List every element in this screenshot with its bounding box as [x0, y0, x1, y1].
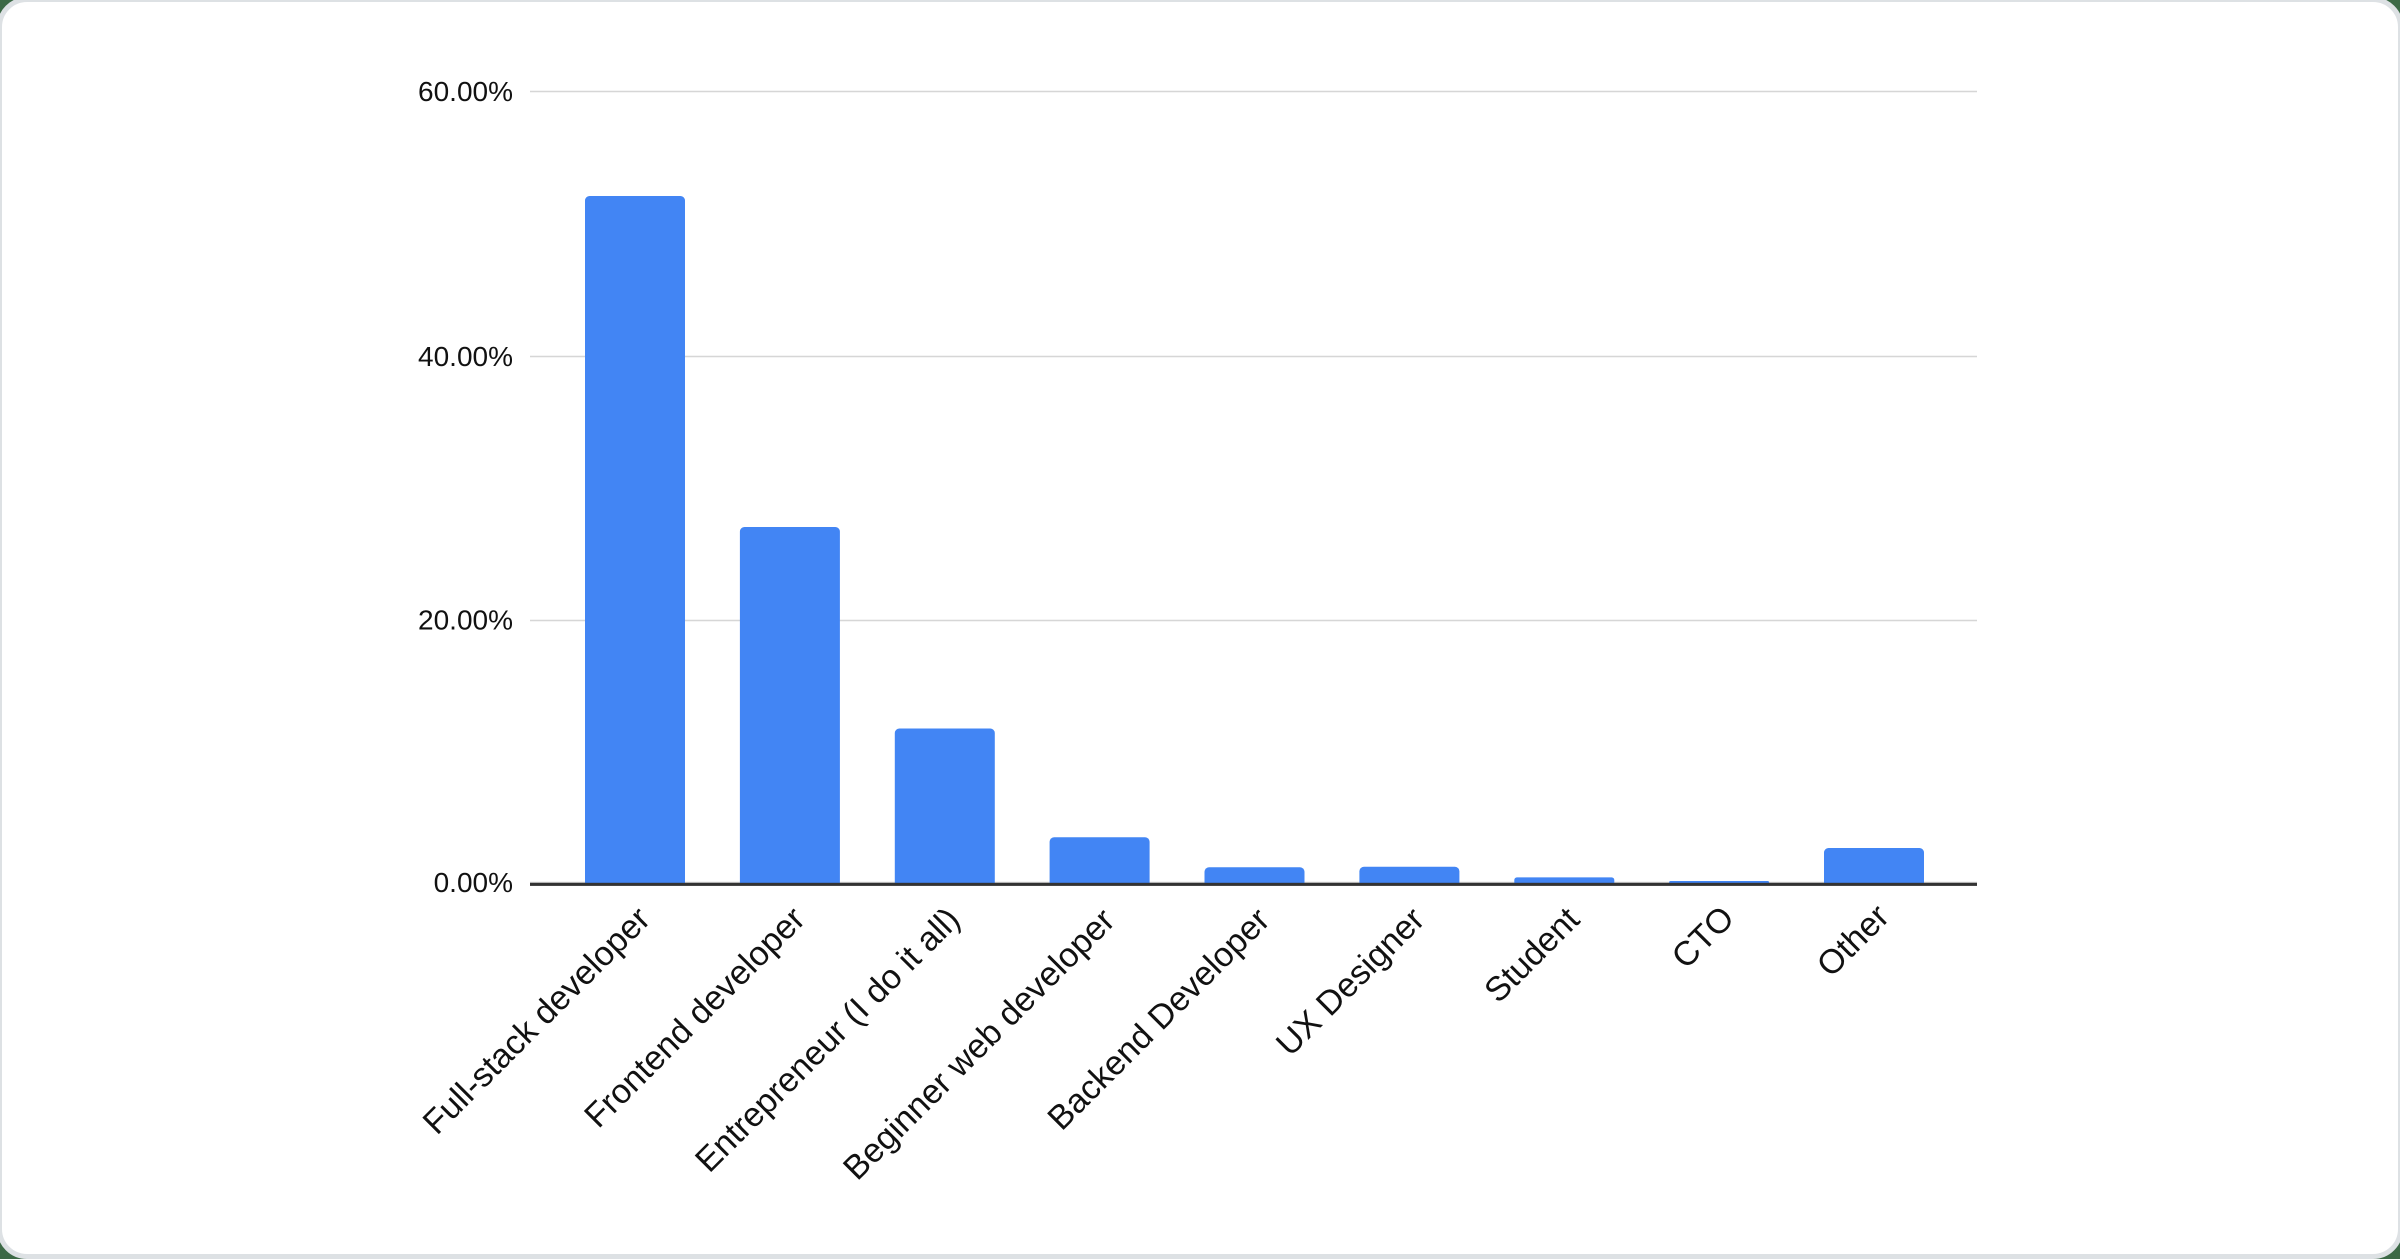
svg-text:40.00%: 40.00%	[418, 341, 513, 372]
svg-text:UX Designer: UX Designer	[1269, 900, 1432, 1063]
svg-text:60.00%: 60.00%	[418, 76, 513, 107]
svg-text:Beginner web developer: Beginner web developer	[836, 901, 1122, 1187]
svg-text:Entrepreneur (I do it all): Entrepreneur (I do it all)	[688, 900, 967, 1179]
svg-text:0.00%: 0.00%	[434, 867, 513, 898]
svg-text:Other: Other	[1810, 897, 1897, 984]
svg-text:Student: Student	[1477, 900, 1587, 1010]
svg-text:20.00%: 20.00%	[418, 605, 513, 636]
svg-text:CTO: CTO	[1665, 899, 1742, 976]
